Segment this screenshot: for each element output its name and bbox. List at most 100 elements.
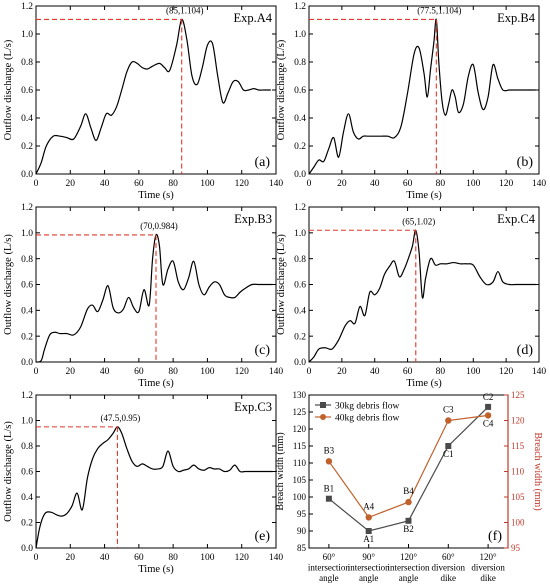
- data-point-square: [485, 403, 492, 410]
- point-label: C2: [483, 392, 494, 402]
- panel-label: (d): [517, 343, 534, 358]
- experiment-label: Exp.C3: [234, 400, 272, 414]
- data-point-square: [405, 517, 412, 524]
- y-tick-label: 0.6: [294, 281, 306, 291]
- x-tick-label: 120: [235, 553, 250, 563]
- y-tick-label: 85: [297, 543, 307, 553]
- plot-frame: [308, 5, 540, 175]
- point-label: B1: [324, 484, 335, 494]
- x-tick-label: 120: [499, 179, 514, 189]
- y-axis-label: Outflow discharge (L/s): [276, 234, 287, 335]
- y-tick-label: 120: [293, 424, 307, 434]
- y-tick-label: 1.0: [294, 229, 306, 239]
- x-tick-label: 60: [403, 179, 413, 189]
- x-tick-label: 100: [466, 179, 481, 189]
- y-tick-label: 0.4: [21, 493, 33, 503]
- x-tick-label: 60: [403, 367, 413, 377]
- y-tick-label: 0.8: [294, 255, 306, 265]
- series-line-1: [328, 406, 489, 532]
- x-tick-label: 140: [269, 179, 284, 189]
- point-label: C1: [443, 449, 454, 459]
- y-tick-label: 1.0: [294, 30, 306, 40]
- category-label-line: 120°: [480, 552, 498, 562]
- y-tick-label: 0.8: [21, 58, 33, 68]
- panel-label: (f): [488, 529, 502, 544]
- category-label-line: diversion: [432, 563, 466, 573]
- y-axis-label: Outflow discharge (L/s): [3, 421, 14, 522]
- y-tick-label: 1.0: [21, 30, 33, 40]
- y-tick-label: 0.6: [21, 281, 33, 291]
- category-label-line: angle: [319, 573, 339, 583]
- y-tick-label: 115: [293, 441, 307, 451]
- x-tick-label: 40: [370, 179, 380, 189]
- x-tick-label: 0: [307, 179, 312, 189]
- y-tick-label: 0.0: [294, 358, 306, 368]
- y-tick-label: 0.4: [294, 114, 306, 124]
- series-line: [35, 426, 273, 549]
- x-tick-label: 0: [34, 553, 39, 563]
- y-tick-label: 0.8: [21, 442, 33, 452]
- y-tick-label: 0.2: [21, 519, 33, 529]
- chart-panel-2: 0 20 40 60 80 100 120 140 0.0 0.2 0.4 0.6 0.8 1.0 1.2 T…: [276, 2, 546, 201]
- peak-annotation: (65,1.02): [402, 216, 435, 226]
- y-tick-label-right: 110: [511, 467, 525, 477]
- experiment-label: Exp.B4: [497, 11, 536, 25]
- y-tick-label: 1.2: [21, 391, 33, 401]
- y-tick-label: 0.2: [21, 142, 33, 152]
- x-tick-label: 140: [269, 553, 284, 563]
- y-tick-label: 125: [293, 407, 307, 417]
- y-tick-label: 1.0: [21, 417, 33, 427]
- x-axis-label: Time (s): [406, 378, 442, 389]
- panel-label: (c): [254, 343, 270, 358]
- chart-panel-3: 0 20 40 60 80 100 120 140 0.0 0.2 0.4 0.6 0.8 1.0 1.2 T…: [3, 203, 283, 389]
- x-tick-label: 20: [337, 179, 347, 189]
- category-label-line: angle: [359, 573, 379, 583]
- x-tick-label: 0: [34, 179, 39, 189]
- y-axis-label-right: Breach width (mm): [532, 432, 543, 510]
- panel-label: (a): [254, 155, 270, 170]
- x-tick-label: 80: [168, 553, 178, 563]
- legend-marker-circle: [320, 414, 326, 420]
- x-tick-label: 40: [370, 367, 380, 377]
- category-label-line: intersection: [348, 563, 390, 573]
- y-tick-label-right: 95: [511, 543, 521, 553]
- y-tick-label: 0.0: [294, 170, 306, 180]
- y-tick-label: 95: [297, 509, 307, 519]
- x-tick-label: 40: [100, 179, 110, 189]
- x-tick-label: 0: [307, 367, 312, 377]
- category-label: 120° diversion dike: [471, 552, 505, 583]
- category-label-line: intersection: [308, 563, 350, 573]
- y-tick-label: 0.4: [21, 114, 33, 124]
- x-tick-label: 60: [134, 367, 144, 377]
- x-tick-label: 20: [66, 179, 76, 189]
- data-point-circle: [445, 417, 452, 424]
- x-tick-label: 140: [532, 179, 547, 189]
- x-tick-label: 80: [436, 367, 446, 377]
- point-label: B4: [403, 486, 414, 496]
- category-label-line: 90°: [362, 552, 375, 562]
- legend-label: 40kg debris flow: [335, 413, 400, 424]
- panel-label: (b): [517, 155, 534, 170]
- legend-marker-square: [320, 402, 326, 408]
- x-tick-label: 100: [200, 179, 215, 189]
- peak-annotation: (77.5,1.104): [417, 5, 461, 15]
- chart-panel-6: 85 90 95 100 105 110 115 120 125 130 95 100 105 110 11…: [275, 390, 543, 583]
- point-label: C4: [483, 418, 494, 428]
- y-tick-label: 0.2: [294, 332, 306, 342]
- y-tick-label: 0.6: [21, 468, 33, 478]
- series-line: [35, 18, 271, 175]
- y-tick-label: 1.2: [294, 203, 306, 213]
- x-tick-label: 20: [66, 367, 76, 377]
- y-tick-label: 1.2: [294, 2, 306, 12]
- data-point-circle: [405, 498, 412, 506]
- y-tick-label: 105: [293, 475, 307, 485]
- y-tick-label: 0.4: [21, 307, 33, 317]
- category-label: 90° intersection angle: [348, 552, 390, 583]
- y-tick-label-right: 120: [511, 416, 525, 426]
- legend-label: 30kg debris flow: [335, 401, 400, 412]
- x-axis-label: Time (s): [138, 564, 174, 575]
- y-tick-label: 0.8: [21, 255, 33, 265]
- peak-annotation: (70,0.984): [140, 221, 178, 231]
- y-tick-label: 110: [293, 458, 307, 468]
- y-tick-label: 0.4: [294, 307, 306, 317]
